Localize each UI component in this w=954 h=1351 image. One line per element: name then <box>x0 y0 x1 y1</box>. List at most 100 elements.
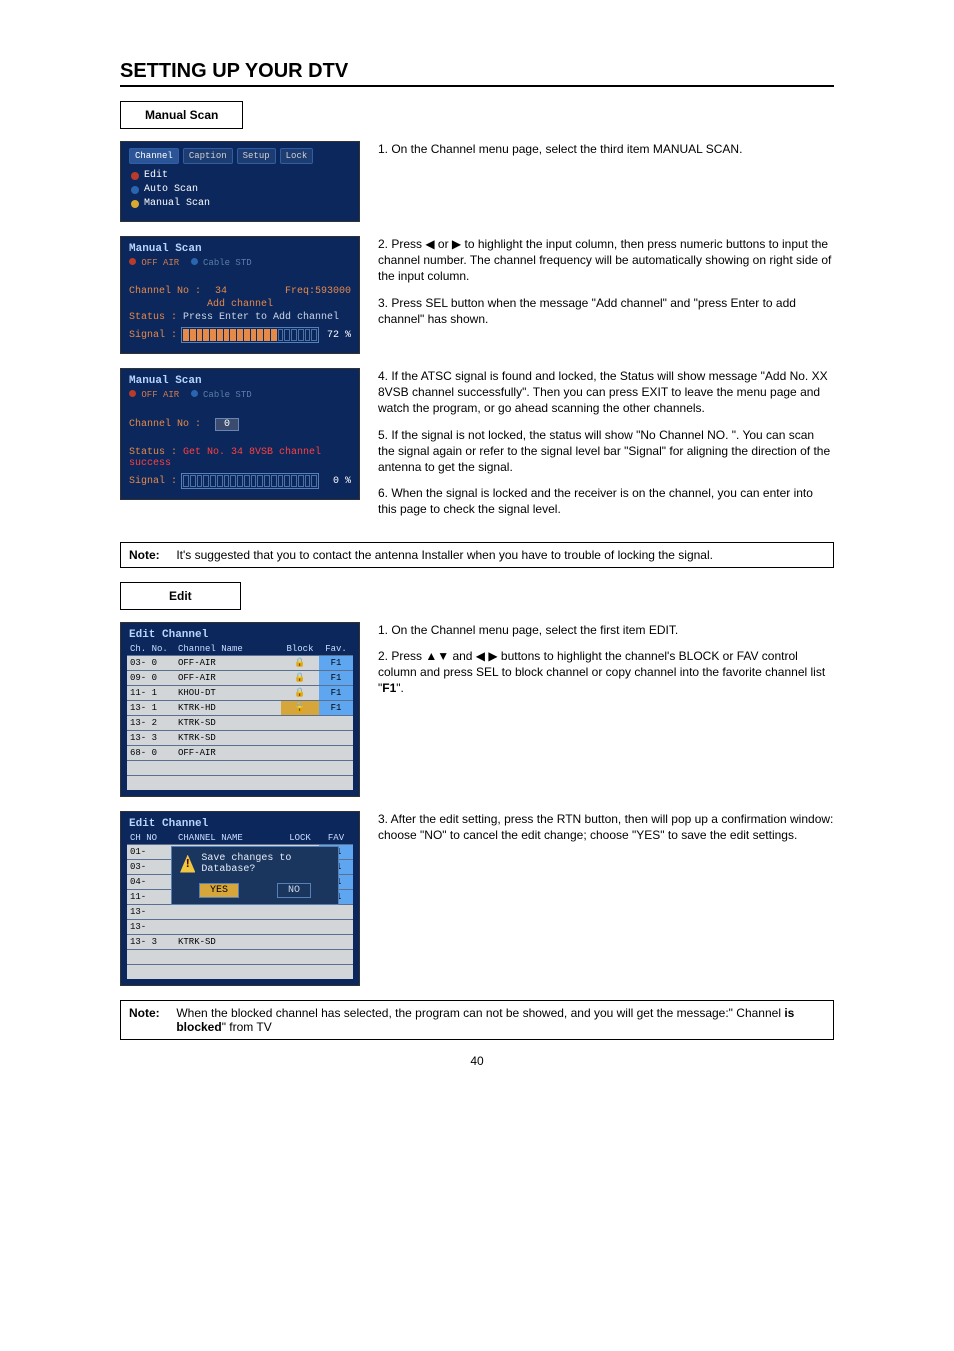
channel-no-input[interactable]: 0 <box>215 418 239 431</box>
cell-block[interactable]: 🔒 <box>281 655 319 670</box>
signal-segment <box>291 475 297 487</box>
table-row[interactable]: 68- 0OFF-AIR <box>127 745 353 760</box>
signal-row: Signal : 0 % <box>129 473 351 489</box>
signal-segment <box>230 475 236 487</box>
cell-block[interactable] <box>281 964 319 979</box>
cell-block[interactable] <box>281 745 319 760</box>
cell-ch-no: 13- 3 <box>127 730 175 745</box>
cell-fav[interactable] <box>319 775 353 790</box>
freq-label: Freq:593000 <box>285 286 351 297</box>
cell-fav[interactable]: F1 <box>319 655 353 670</box>
signal-segment <box>217 329 223 341</box>
page-number: 40 <box>120 1054 834 1068</box>
no-button[interactable]: NO <box>277 883 311 898</box>
signal-segment <box>291 329 297 341</box>
table-row[interactable]: 13- <box>127 904 353 919</box>
signal-segment <box>244 475 250 487</box>
lock-icon: 🔒 <box>294 673 305 683</box>
table-row[interactable] <box>127 964 353 979</box>
cell-fav[interactable] <box>319 760 353 775</box>
cell-fav[interactable]: F1 <box>319 700 353 715</box>
table-row[interactable]: 13- 1KTRK-HD 🔒 F1 <box>127 700 353 715</box>
col-header: Ch. No. <box>127 643 175 656</box>
table-row[interactable]: 13- 2KTRK-SD <box>127 715 353 730</box>
signal-segment <box>237 475 243 487</box>
table-row[interactable] <box>127 760 353 775</box>
lock-icon: 🔒 <box>294 688 305 698</box>
cell-block[interactable] <box>281 904 319 919</box>
table-row[interactable]: 11- 1KHOU-DT🔒F1 <box>127 685 353 700</box>
channel-menu-screenshot: Channel Caption Setup Lock Edit Auto Sca… <box>120 141 360 222</box>
cell-fav[interactable] <box>319 934 353 949</box>
channel-no-label: Channel No : <box>129 419 201 430</box>
menu-item-edit[interactable]: Edit <box>131 170 351 181</box>
table-row[interactable]: 13- <box>127 919 353 934</box>
signal-segment <box>257 475 263 487</box>
signal-segment <box>278 475 284 487</box>
cell-ch-name: OFF-AIR <box>175 745 281 760</box>
signal-segment <box>224 475 230 487</box>
cell-block[interactable] <box>281 949 319 964</box>
signal-segment <box>251 475 257 487</box>
cell-block[interactable]: 🔒 <box>281 685 319 700</box>
tab-channel[interactable]: Channel <box>129 148 179 164</box>
cell-fav[interactable] <box>319 904 353 919</box>
edit-channel-screenshot: Edit Channel Ch. No. Channel Name Block … <box>120 622 360 797</box>
save-changes-dialog: ! Save changes to Database? YES NO <box>171 846 339 905</box>
cell-fav[interactable] <box>319 919 353 934</box>
signal-segment <box>203 329 209 341</box>
signal-segment <box>311 329 317 341</box>
cell-ch-name <box>175 919 281 934</box>
tab-lock[interactable]: Lock <box>280 148 314 164</box>
instruction-text: 2. Press ▲▼ and ◀ ▶ buttons to highlight… <box>378 648 834 697</box>
yes-button[interactable]: YES <box>199 883 239 898</box>
note-label: Note: <box>129 548 173 562</box>
note-text: When the blocked channel has selected, t… <box>176 1006 822 1034</box>
cell-fav[interactable] <box>319 964 353 979</box>
off-air-label[interactable]: OFF AIR <box>141 390 179 400</box>
tab-setup[interactable]: Setup <box>237 148 276 164</box>
cell-block[interactable]: 🔒 <box>281 670 319 685</box>
ms-source-row: OFF AIR Cable STD <box>129 390 351 400</box>
instruction-block: 1. On the Channel menu page, select the … <box>378 622 834 707</box>
signal-segment <box>197 329 203 341</box>
edit-channel-table: Ch. No. Channel Name Block Fav. 03- 0OFF… <box>127 643 353 790</box>
cable-std-label[interactable]: Cable STD <box>203 258 252 268</box>
cable-std-label[interactable]: Cable STD <box>203 390 252 400</box>
table-row[interactable]: 13- 3KTRK-SD <box>127 730 353 745</box>
table-row[interactable] <box>127 775 353 790</box>
cell-fav[interactable] <box>319 715 353 730</box>
cell-block[interactable] <box>281 934 319 949</box>
cell-ch-name <box>175 949 281 964</box>
cell-block[interactable] <box>281 730 319 745</box>
cell-fav[interactable]: F1 <box>319 670 353 685</box>
cell-fav[interactable] <box>319 745 353 760</box>
signal-segment <box>210 329 216 341</box>
instruction-text: 3. Press SEL button when the message "Ad… <box>378 295 834 327</box>
table-row[interactable]: 13- 3KTRK-SD <box>127 934 353 949</box>
status-row: Status : Press Enter to Add channel <box>129 312 351 323</box>
signal-segment <box>190 475 196 487</box>
cell-ch-no: 13- 1 <box>127 700 175 715</box>
cell-block[interactable] <box>281 919 319 934</box>
add-channel-label: Add channel <box>129 299 351 310</box>
tab-caption[interactable]: Caption <box>183 148 233 164</box>
cell-fav[interactable]: F1 <box>319 685 353 700</box>
menu-item-label: Edit <box>144 170 168 181</box>
table-row[interactable]: 03- 0OFF-AIR🔒F1 <box>127 655 353 670</box>
cell-block[interactable] <box>281 775 319 790</box>
channel-no-value[interactable]: 34 <box>215 286 227 297</box>
lock-icon: 🔒 <box>294 703 305 713</box>
cell-ch-name: KTRK-HD <box>175 700 281 715</box>
off-air-label[interactable]: OFF AIR <box>141 258 179 268</box>
cell-fav[interactable] <box>319 730 353 745</box>
table-row[interactable]: 09- 0OFF-AIR🔒F1 <box>127 670 353 685</box>
cell-block[interactable]: 🔒 <box>281 700 319 715</box>
cell-fav[interactable] <box>319 949 353 964</box>
menu-item-auto-scan[interactable]: Auto Scan <box>131 184 351 195</box>
table-row[interactable] <box>127 949 353 964</box>
cell-block[interactable] <box>281 760 319 775</box>
cell-block[interactable] <box>281 715 319 730</box>
menu-item-manual-scan[interactable]: Manual Scan <box>131 198 351 209</box>
note-box: Note: When the blocked channel has selec… <box>120 1000 834 1040</box>
